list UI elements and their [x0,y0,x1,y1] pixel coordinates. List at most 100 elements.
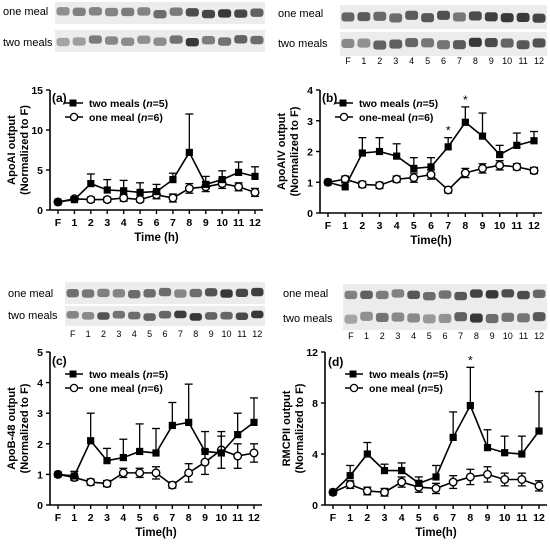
blot-band [250,8,264,17]
y-axis-title: ApoAIV output [276,113,288,190]
x-tick-label: F [55,217,62,229]
data-point [513,141,521,149]
blot-band [218,9,232,18]
y-tick-label: 0 [37,205,43,217]
data-point [102,195,112,205]
x-tick-label: 9 [480,220,486,232]
blot-band [97,288,110,298]
y-axis-title: RMCPII output [281,390,293,466]
blot-band [360,290,373,300]
y-tick-label: 0 [312,500,318,512]
y-tick-label: 5 [37,165,43,177]
x-tick-label: 12 [533,512,545,524]
series-one-meal [323,160,539,195]
series-two-meals [54,383,258,480]
legend-label: one meal (n=5) [369,383,443,395]
legend-label: two meals (n=5) [369,369,448,381]
blot-band [501,289,515,298]
y-tick-label: 3 [37,408,43,420]
blot-band [137,7,151,16]
x-tick-label: 11 [516,512,527,524]
blot-lane-label: F [348,331,354,341]
blot-row-label: one meal [278,8,323,20]
blot-band [344,290,358,300]
series-two-meals [324,106,538,191]
blot-band [204,288,218,297]
data-point [460,168,470,178]
blot-lane-label: 11 [518,56,527,66]
blot-lane-label: 8 [474,331,479,341]
data-point [234,431,242,439]
x-tick-label: F [325,220,332,232]
blot-lane-label: F [345,56,351,66]
blot-band [421,38,435,48]
blot-band [485,290,499,299]
significance-marker: * [446,124,451,138]
x-tick-label: 2 [88,217,94,229]
blot-band [66,310,79,319]
data-point [392,174,402,184]
legend: two meals (n=5) one-meal (n=6) [335,98,438,124]
data-point [103,186,111,194]
data-point [218,176,226,184]
data-point [363,450,371,458]
blot-lane-label: 8 [473,56,478,66]
blot-lane-label: 12 [534,331,544,341]
blot-band [88,7,102,16]
data-point [415,479,423,487]
blot-band [421,13,435,23]
blot-band [189,313,202,321]
blot-band [251,310,264,319]
x-tick-label: 3 [377,220,383,232]
data-point [184,183,194,193]
blot-band [128,290,141,299]
blot-lane-label: 1 [364,331,369,341]
blot-band [189,288,202,298]
legend-marker [69,383,79,393]
y-tick-label: 15 [31,85,43,97]
blot-band [438,290,452,299]
blot-band [452,12,466,22]
blot-lane-label: F [70,329,76,339]
blot-lane-label: 6 [442,331,447,341]
data-point [233,451,243,461]
x-tick-label: 3 [104,512,110,524]
x-tick-label: 4 [120,512,126,524]
blot-lane-label: 2 [380,331,385,341]
x-tick-label: F [330,512,337,524]
blot-band [405,10,419,20]
x-tick-label: 5 [411,220,417,232]
blot-band [405,38,419,48]
data-point [483,469,493,479]
blot-lane-label: 10 [503,331,513,341]
y-tick-label: 0 [307,208,313,220]
data-point [86,477,96,487]
x-tick-label: 4 [399,512,405,524]
data-point [410,164,418,173]
blot-band [437,10,450,20]
significance-marker: * [463,93,468,107]
western-blot: one meal two meals [3,2,265,52]
blot-band [112,310,126,319]
x-tick-label: 5 [137,512,143,524]
blot-band [174,310,187,319]
blot-band [104,36,119,45]
x-tick-label: 11 [232,512,243,524]
blot-band [516,40,530,50]
legend: two meals (n=5) one meal (n=6) [65,369,168,395]
blot-band [81,289,95,298]
blot-band [56,37,70,47]
blot-band [375,290,389,300]
blot-band [438,313,452,324]
y-axis-title: (Normalized to F) [294,383,306,473]
data-point [169,176,177,184]
data-point [466,401,474,410]
x-tick-label: F [55,512,62,524]
data-point [409,173,419,183]
data-point [250,187,260,197]
blot-band [250,35,264,45]
data-point [251,172,259,180]
